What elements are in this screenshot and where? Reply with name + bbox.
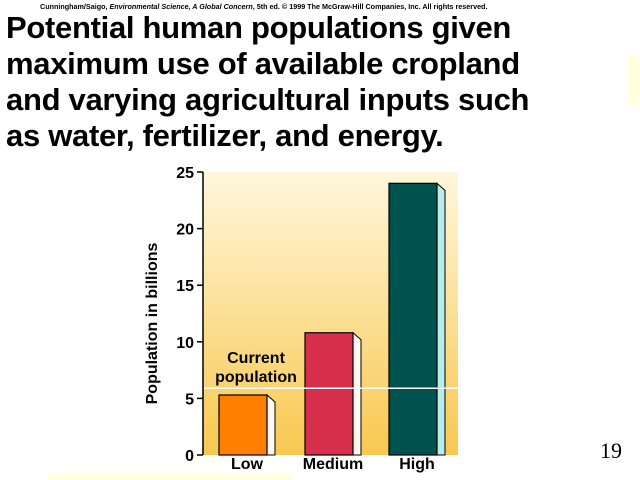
y-tick-label-20: 20 [176,222,194,239]
x-tick-label-high: High [399,456,435,473]
y-tick-label-15: 15 [176,278,194,295]
copyright-credit: Cunningham/Saigo, Environmental Science,… [40,2,620,11]
bar-high [388,182,438,456]
y-tick-label-10: 10 [176,335,194,352]
bar-side-low [266,393,276,456]
slide-title: Potential human populations given maximu… [6,10,631,154]
bar-medium [304,332,354,456]
decorative-right-strip [628,55,640,105]
title-line-1: Potential human populations given [6,10,512,45]
credit-book-title: Environmental Science, A Global Concern [109,2,253,11]
annotation-line-1: Current [227,350,285,367]
annotation-line-2: population [215,369,297,386]
title-line-4: as water, fertilizer, and energy. [6,118,444,153]
y-tick-label-5: 5 [185,391,194,408]
credit-authors: Cunningham/Saigo, [40,2,110,11]
y-tick-label-0: 0 [185,448,194,465]
bar-side-high [436,182,446,456]
x-tick-label-low: Low [231,456,264,473]
x-tick-label-medium: Medium [303,456,363,473]
page-number: 19 [600,438,622,463]
bar-low [218,394,268,456]
decorative-bottom-strip [48,473,293,480]
y-axis-label: Population in billions [144,243,161,405]
title-line-3: and varying agricultural inputs such [6,82,530,117]
y-tick-label-25: 25 [176,165,194,182]
bar-side-medium [352,331,362,456]
credit-rest: , 5th ed. © 1999 The McGraw-Hill Compani… [252,2,488,11]
title-line-2: maximum use of available cropland [6,46,520,81]
